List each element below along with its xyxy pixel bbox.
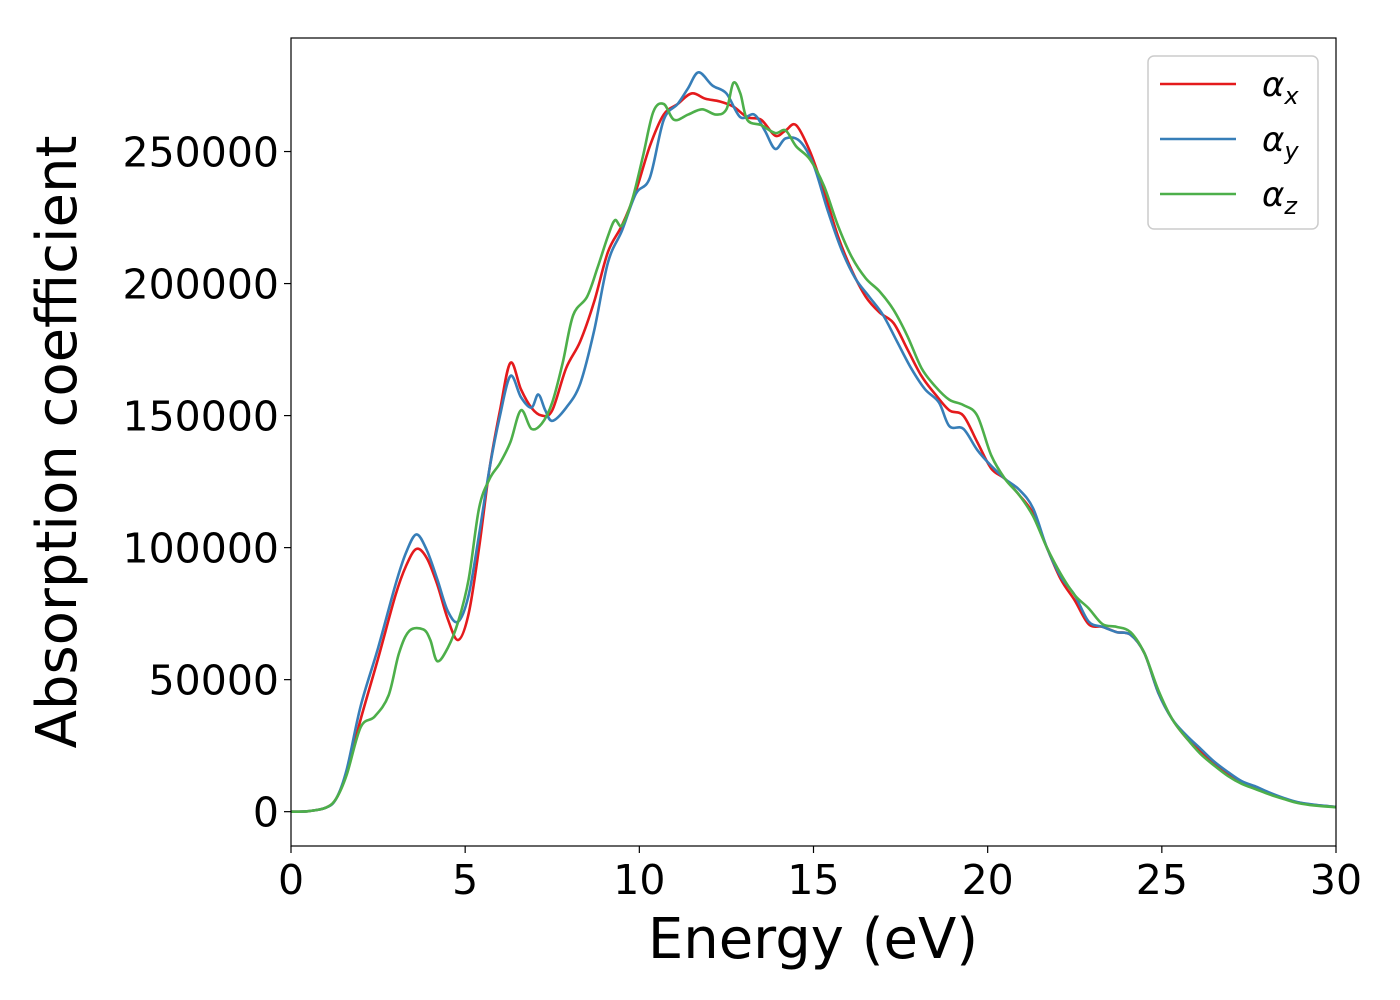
series-line-alpha-z	[291, 81, 1336, 813]
x-tick-label: 20	[962, 856, 1014, 904]
x-axis: 0 5 10 15 20 25 30	[278, 846, 1362, 904]
legend-label-base: α	[1262, 175, 1284, 215]
x-tick-label: 25	[1136, 856, 1188, 904]
legend-label-subscript: y	[1283, 137, 1299, 165]
series-layer	[291, 71, 1336, 813]
y-axis-title: Absorption coefficient	[25, 136, 90, 749]
y-tick-label: 150000	[122, 393, 279, 441]
x-tick-label: 5	[452, 856, 478, 904]
x-axis-title: Energy (eV)	[648, 907, 978, 972]
y-tick-label: 0	[253, 789, 279, 837]
y-tick-label: 250000	[122, 129, 279, 177]
x-tick-label: 10	[613, 856, 665, 904]
legend-label-subscript: z	[1283, 192, 1298, 220]
legend-label-base: α	[1262, 65, 1284, 105]
legend-label-subscript: x	[1283, 82, 1299, 110]
x-tick-label: 15	[787, 856, 839, 904]
y-tick-label: 200000	[122, 261, 279, 309]
legend-label-base: α	[1262, 120, 1284, 160]
y-axis: 0 50000 100000 150000 200000 250000	[122, 129, 291, 837]
y-tick-label: 50000	[149, 657, 279, 705]
x-tick-label: 0	[278, 856, 304, 904]
legend-box	[1147, 55, 1319, 230]
x-tick-label: 30	[1310, 856, 1362, 904]
legend-label-alpha-x: αx	[1262, 65, 1299, 110]
legend-label-alpha-z: αz	[1262, 175, 1298, 220]
legend-label-alpha-y: αy	[1262, 120, 1299, 165]
y-tick-label: 100000	[122, 525, 279, 573]
